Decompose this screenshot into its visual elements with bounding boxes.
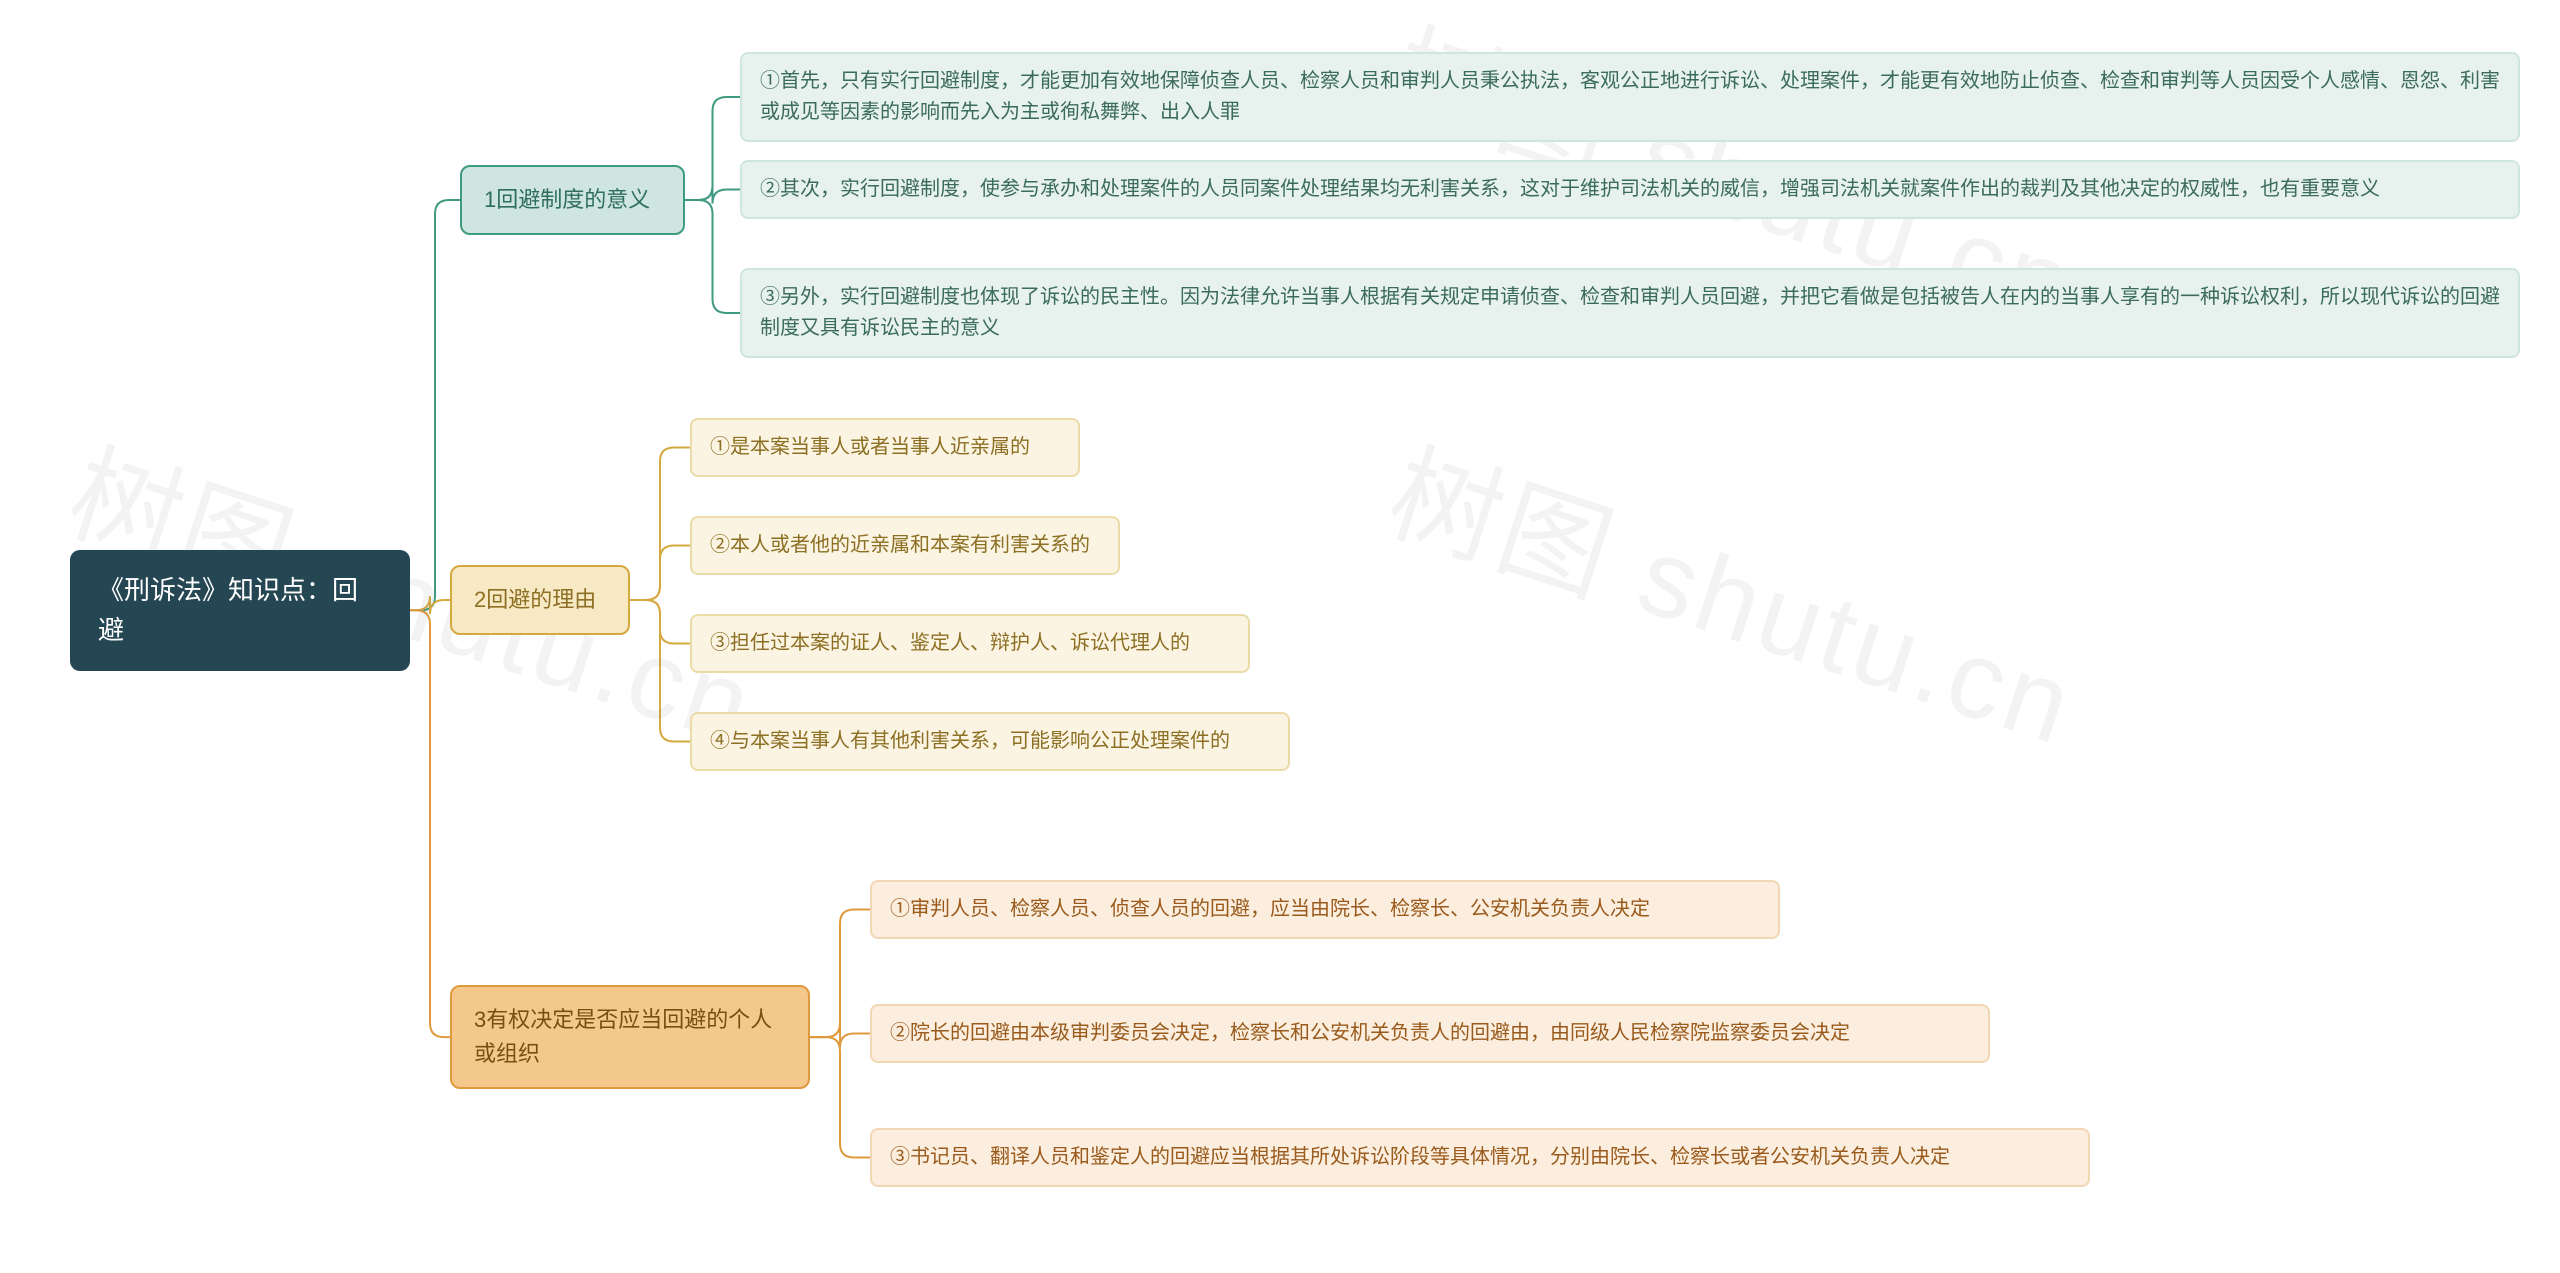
leaf-authority-3[interactable]: ③书记员、翻译人员和鉴定人的回避应当根据其所处诉讼阶段等具体情况，分别由院长、检… xyxy=(870,1128,2090,1187)
leaf-text: ④与本案当事人有其他利害关系，可能影响公正处理案件的 xyxy=(710,730,1230,752)
leaf-text: ①是本案当事人或者当事人近亲属的 xyxy=(710,436,1030,458)
leaf-authority-2[interactable]: ②院长的回避由本级审判委员会决定，检察长和公安机关负责人的回避由，由同级人民检察… xyxy=(870,1004,1990,1063)
mindmap-root[interactable]: 《刑诉法》知识点：回避 xyxy=(70,550,410,671)
leaf-text: ③书记员、翻译人员和鉴定人的回避应当根据其所处诉讼阶段等具体情况，分别由院长、检… xyxy=(890,1146,1950,1168)
leaf-reason-2[interactable]: ②本人或者他的近亲属和本案有利害关系的 xyxy=(690,516,1120,575)
leaf-text: ①审判人员、检察人员、侦查人员的回避，应当由院长、检察长、公安机关负责人决定 xyxy=(890,898,1650,920)
leaf-reason-4[interactable]: ④与本案当事人有其他利害关系，可能影响公正处理案件的 xyxy=(690,712,1290,771)
leaf-significance-1[interactable]: ①首先，只有实行回避制度，才能更加有效地保障侦查人员、检察人员和审判人员秉公执法… xyxy=(740,52,2520,142)
leaf-significance-2[interactable]: ②其次，实行回避制度，使参与承办和处理案件的人员同案件处理结果均无利害关系，这对… xyxy=(740,160,2520,219)
branch-significance[interactable]: 1回避制度的意义 xyxy=(460,165,685,235)
leaf-text: ②本人或者他的近亲属和本案有利害关系的 xyxy=(710,534,1090,556)
leaf-reason-3[interactable]: ③担任过本案的证人、鉴定人、辩护人、诉讼代理人的 xyxy=(690,614,1250,673)
watermark: 树图 shutu.cn xyxy=(1373,404,2098,776)
branch-authority[interactable]: 3有权决定是否应当回避的个人或组织 xyxy=(450,985,810,1089)
leaf-authority-1[interactable]: ①审判人员、检察人员、侦查人员的回避，应当由院长、检察长、公安机关负责人决定 xyxy=(870,880,1780,939)
leaf-text: ②其次，实行回避制度，使参与承办和处理案件的人员同案件处理结果均无利害关系，这对… xyxy=(760,178,2380,200)
branch-label: 1回避制度的意义 xyxy=(484,187,650,212)
leaf-text: ③另外，实行回避制度也体现了诉讼的民主性。因为法律允许当事人根据有关规定申请侦查… xyxy=(760,286,2500,339)
root-label: 《刑诉法》知识点：回避 xyxy=(98,575,358,645)
branch-label: 3有权决定是否应当回避的个人或组织 xyxy=(474,1007,772,1066)
leaf-text: ③担任过本案的证人、鉴定人、辩护人、诉讼代理人的 xyxy=(710,632,1190,654)
branch-label: 2回避的理由 xyxy=(474,587,596,612)
branch-reasons[interactable]: 2回避的理由 xyxy=(450,565,630,635)
leaf-significance-3[interactable]: ③另外，实行回避制度也体现了诉讼的民主性。因为法律允许当事人根据有关规定申请侦查… xyxy=(740,268,2520,358)
leaf-text: ②院长的回避由本级审判委员会决定，检察长和公安机关负责人的回避由，由同级人民检察… xyxy=(890,1022,1850,1044)
leaf-reason-1[interactable]: ①是本案当事人或者当事人近亲属的 xyxy=(690,418,1080,477)
leaf-text: ①首先，只有实行回避制度，才能更加有效地保障侦查人员、检察人员和审判人员秉公执法… xyxy=(760,70,2500,123)
